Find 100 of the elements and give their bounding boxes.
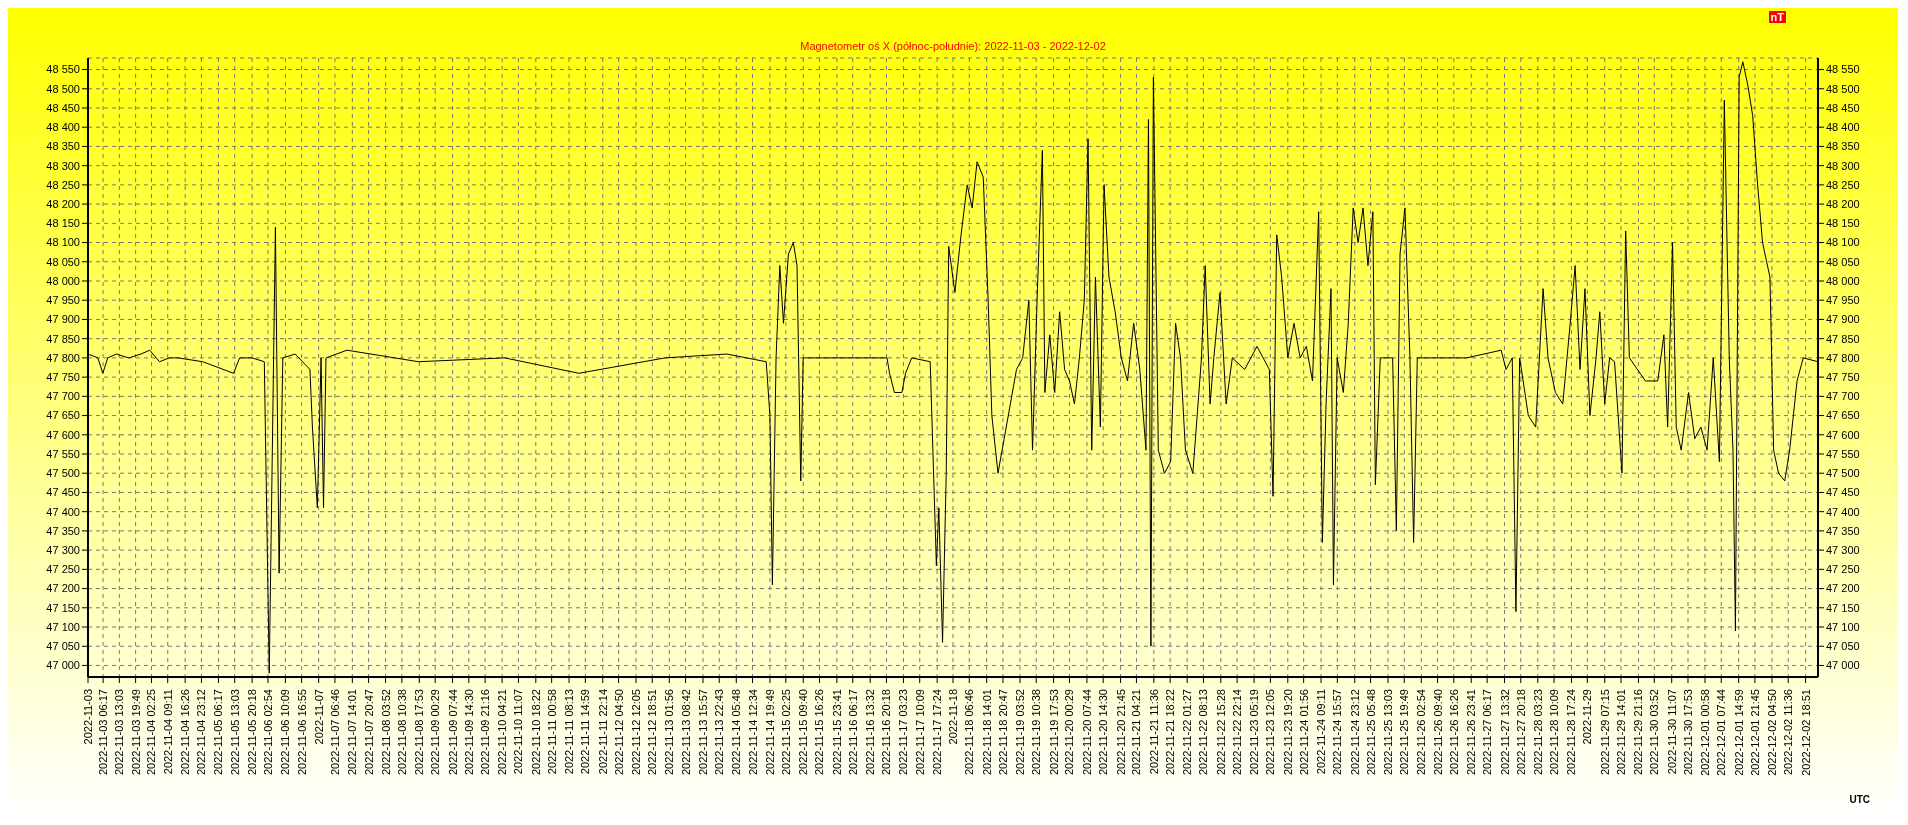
x-tick-label: 2022-11-15 23:41 (830, 689, 843, 776)
y-tick-label: 48 050 (46, 255, 80, 268)
x-tick-label: 2022-11-07 20:47 (362, 689, 375, 776)
x-tick-label: 2022-11-30 17:53 (1681, 689, 1694, 776)
y2-tick-label: 47 650 (1826, 409, 1860, 422)
y2-tick-label: 48 200 (1826, 198, 1860, 210)
x-tick-label: 2022-11-14 19:49 (763, 689, 776, 776)
y-tick-label: 47 400 (46, 505, 80, 518)
x-tick-label: 2022-11-21 11:36 (1147, 689, 1160, 775)
x-tick-label: 2022-11-13 08:42 (679, 689, 692, 776)
y-tick-label: 47 300 (46, 544, 80, 557)
x-tick-label: 2022-11-30 11:07 (1665, 689, 1678, 775)
x-tick-label: 2022-11-18 06:46 (963, 689, 976, 776)
x-tick-label: 2022-11-18 20:47 (996, 689, 1009, 776)
y-tick-label: 48 300 (46, 159, 80, 172)
x-tick-label: 2022-11-17 10:09 (913, 689, 926, 776)
y-tick-label: 48 450 (46, 101, 80, 114)
x-tick-label: 2022-11-20 00:29 (1063, 689, 1076, 776)
x-tick-label: 2022-11-05 06:17 (212, 689, 225, 776)
x-tick-label: 2022-11-27 13:32 (1498, 689, 1511, 776)
x-tick-label: 2022-11-18 14:01 (980, 689, 993, 776)
y2-tick-label: 48 300 (1826, 159, 1860, 172)
y-tick-label: 48 500 (46, 82, 80, 95)
x-tick-label: 2022-12-02 18:51 (1799, 689, 1812, 776)
y2-tick-label: 48 050 (1826, 255, 1860, 268)
x-tick-label: 2022-11-10 18:22 (529, 689, 542, 776)
x-tick-label: 2022-11-29 21:16 (1632, 689, 1645, 776)
x-tick-label: 2022-11-11 14:59 (579, 689, 592, 775)
y-tick-label: 47 850 (46, 332, 80, 345)
x-tick-label: 2022-11-15 02:25 (779, 689, 792, 776)
y2-tick-label: 47 750 (1826, 371, 1860, 384)
x-tick-label: 2022-11-23 12:05 (1264, 689, 1277, 776)
x-tick-label: 2022-11-14 12:34 (746, 689, 759, 776)
x-tick-label: 2022-11-22 15:28 (1214, 689, 1227, 776)
x-tick-label: 2022-11-28 03:23 (1531, 689, 1544, 776)
y-tick-label: 48 100 (46, 236, 80, 249)
x-tick-label: 2022-11-22 22:14 (1231, 689, 1244, 776)
x-tick-label: 2022-11-28 17:24 (1565, 689, 1578, 776)
x-tick-label: 2022-11-25 13:03 (1382, 689, 1395, 776)
y2-axis-title: nT (1768, 11, 1786, 23)
y2-tick-label: 48 000 (1826, 274, 1860, 287)
y2-tick-label: 47 800 (1826, 351, 1860, 364)
y-tick-label: 47 200 (46, 582, 80, 595)
x-tick-label: 2022-11-04 16:26 (179, 689, 192, 776)
x-tick-label: 2022-11-13 01:56 (663, 689, 676, 776)
x-tick-label: 2022-11-22 08:13 (1197, 689, 1210, 776)
x-tick-label: 2022-11-25 05:48 (1364, 689, 1377, 776)
y2-tick-label: 47 100 (1826, 620, 1860, 633)
x-tick-label: 2022-11-03 19:49 (129, 689, 142, 776)
x-tick-label: 2022-11-20 21:45 (1114, 689, 1127, 776)
x-tick-label: 2022-11-14 05:48 (730, 689, 743, 776)
y-tick-label: 48 200 (46, 198, 80, 210)
y2-tick-label: 47 350 (1826, 524, 1860, 537)
y2-tick-label: 48 450 (1826, 101, 1860, 114)
y2-tick-label: 48 350 (1826, 140, 1860, 153)
x-tick-label: 2022-11-27 06:17 (1481, 689, 1494, 776)
y-tick-label: 48 000 (46, 274, 80, 287)
x-tick-label: 2022-11-24 15:57 (1331, 689, 1344, 776)
x-tick-label: 2022-11-23 05:19 (1248, 689, 1261, 776)
x-tick-label: 2022-11-16 06:17 (846, 689, 859, 776)
x-tick-label: 2022-11-12 18:51 (646, 689, 659, 776)
x-tick-label: 2022-11-12 04:50 (612, 689, 625, 776)
y2-tick-label: 47 550 (1826, 447, 1860, 460)
x-tick-label: 2022-11-20 07:44 (1080, 689, 1093, 776)
x-tick-label: 2022-12-01 07:44 (1715, 689, 1728, 776)
x-tick-label: 2022-12-02 04:50 (1765, 689, 1778, 776)
x-tick-label: 2022-11-11 22:14 (596, 689, 609, 775)
x-tick-label: 2022-11-05 20:18 (246, 689, 259, 776)
x-tick-label: 2022-11-15 09:40 (797, 689, 810, 776)
y-tick-label: 47 900 (46, 313, 80, 326)
y-tick-label: 48 400 (46, 121, 80, 134)
x-tick-label: 2022-11-05 13:03 (228, 689, 241, 776)
y-tick-label: 47 350 (46, 524, 80, 537)
y-tick-label: 47 450 (46, 486, 80, 499)
x-tick-label: 2022-12-01 00:58 (1698, 689, 1711, 776)
x-tick-label: 2022-11-28 10:09 (1548, 689, 1561, 776)
x-tick-label: 2022-11-29 (1581, 689, 1594, 745)
x-tick-label: 2022-11-15 16:26 (813, 689, 826, 776)
x-axis-title: UTC (1849, 794, 1870, 805)
x-tick-label: 2022-11-12 12:05 (630, 689, 643, 776)
x-tick-label: 2022-11-08 10:38 (395, 689, 408, 776)
y2-tick-label: 48 150 (1826, 217, 1860, 230)
x-tick-label: 2022-11-03 (82, 689, 94, 745)
x-tick-label: 2022-11-08 03:52 (379, 689, 392, 776)
y2-tick-label: 47 700 (1826, 390, 1860, 403)
y-tick-label: 48 350 (46, 140, 80, 153)
y-tick-label: 47 500 (46, 467, 80, 480)
x-tick-label: 2022-11-19 17:53 (1047, 689, 1060, 776)
x-tick-label: 2022-11-04 09:11 (161, 689, 174, 775)
x-tick-label: 2022-11-29 07:15 (1598, 689, 1611, 776)
y-tick-label: 47 050 (46, 640, 80, 653)
y-tick-label: 47 550 (46, 447, 80, 460)
y-tick-label: 47 000 (46, 659, 80, 672)
y-tick-label: 48 250 (46, 178, 80, 191)
chart-title: Magnetometr oś X (północ-południe): 2022-11-03 - 2022-12-02 (799, 40, 1107, 52)
x-tick-label: 2022-11-16 13:32 (864, 689, 877, 776)
y2-tick-label: 47 050 (1826, 640, 1860, 653)
y2-tick-label: 47 250 (1826, 563, 1860, 576)
y-tick-label: 47 100 (46, 620, 80, 633)
y2-tick-label: 48 250 (1826, 178, 1860, 191)
